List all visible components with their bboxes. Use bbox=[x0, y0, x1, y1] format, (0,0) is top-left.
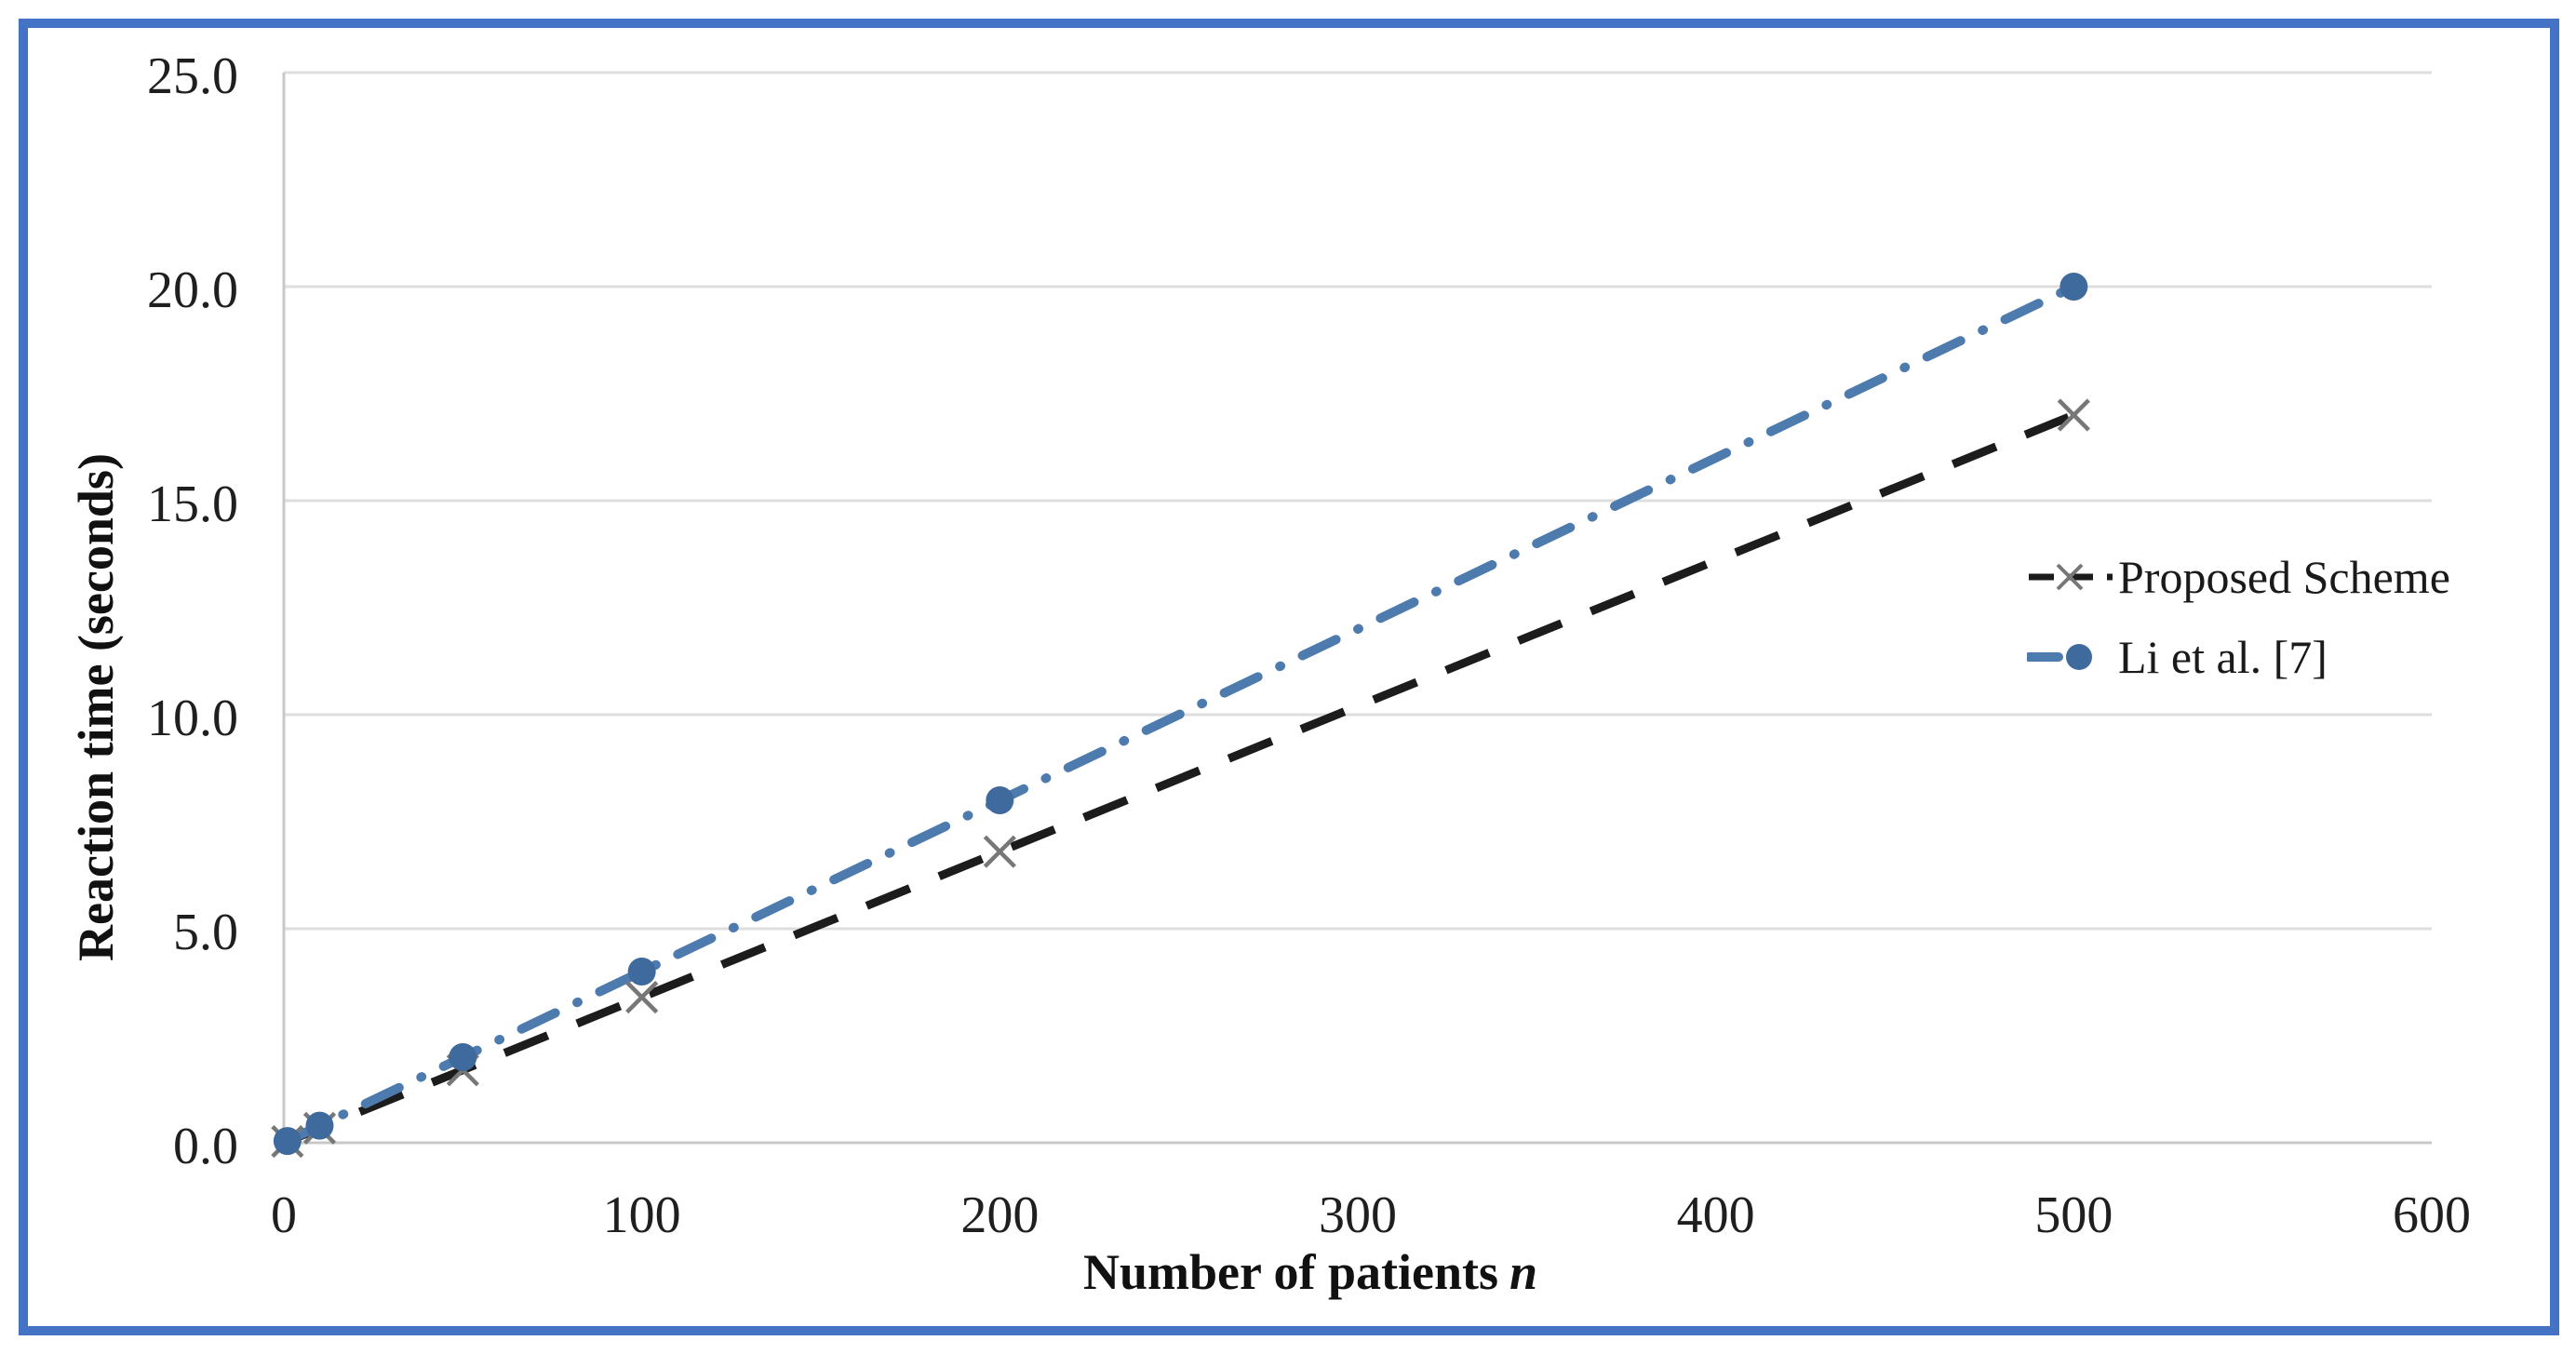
x-tick-label: 400 bbox=[1677, 1186, 1755, 1244]
x-tick-label: 0 bbox=[271, 1186, 297, 1244]
x-axis-title-variable: n bbox=[1509, 1244, 1538, 1300]
x-axis-title-text: Number of patients bbox=[1082, 1244, 1498, 1300]
legend-swatch-dashdot-dot-icon bbox=[2027, 644, 2092, 670]
x-tick-label: 600 bbox=[2393, 1186, 2471, 1244]
series-line-proposed-scheme bbox=[286, 410, 2076, 1146]
y-tick-label: 10.0 bbox=[147, 690, 238, 747]
y-tick-label: 0.0 bbox=[173, 1118, 238, 1175]
x-marker-icon bbox=[625, 981, 659, 1014]
circle-marker-icon bbox=[2059, 273, 2088, 301]
legend-label: Li et al. [7] bbox=[2118, 631, 2328, 683]
x-marker-icon bbox=[983, 835, 1016, 868]
x-marker-icon bbox=[2057, 398, 2090, 432]
legend: Proposed Scheme Li et al. [7] bbox=[2027, 547, 2450, 687]
y-tick-label: 25.0 bbox=[147, 47, 238, 105]
legend-item-li-et-al: Li et al. [7] bbox=[2027, 627, 2450, 687]
y-tick-label: 20.0 bbox=[147, 261, 238, 319]
legend-label: Proposed Scheme bbox=[2118, 551, 2450, 603]
legend-x-marker-icon bbox=[2056, 563, 2084, 591]
x-axis-title: Number of patients n bbox=[1083, 1243, 1537, 1301]
x-tick-label: 200 bbox=[960, 1186, 1039, 1244]
legend-swatch-dashed-x-icon bbox=[2029, 563, 2113, 591]
circle-marker-icon bbox=[273, 1127, 302, 1156]
x-tick-label: 100 bbox=[603, 1186, 681, 1244]
y-axis-title-text: Reaction time (seconds) bbox=[68, 453, 124, 961]
legend-item-proposed-scheme: Proposed Scheme bbox=[2027, 547, 2450, 607]
x-tick-label: 300 bbox=[1319, 1186, 1397, 1244]
y-tick-label: 15.0 bbox=[147, 476, 238, 533]
y-tick-label: 5.0 bbox=[173, 904, 238, 961]
circle-marker-icon bbox=[986, 786, 1014, 814]
circle-marker-icon bbox=[449, 1043, 477, 1071]
circle-marker-icon bbox=[305, 1111, 334, 1140]
y-axis-title: Reaction time (seconds) bbox=[67, 453, 125, 961]
legend-circle-marker-icon bbox=[2066, 644, 2092, 670]
x-tick-label: 500 bbox=[2034, 1186, 2113, 1244]
circle-marker-icon bbox=[627, 958, 656, 985]
